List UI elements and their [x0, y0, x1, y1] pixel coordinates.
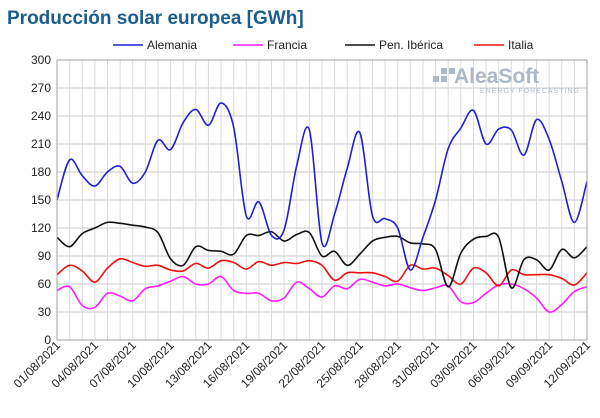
y-axis: 0 30 60 90 120 150 180 210 240 270 300 [31, 53, 51, 347]
logo-square [449, 68, 455, 74]
brand-name: AleaSoft [454, 65, 539, 88]
legend-label: Alemania [147, 38, 197, 52]
series-line-italia [56, 257, 588, 287]
y-tick-label: 210 [31, 137, 51, 151]
series-line-pen-ib-rica [56, 221, 588, 289]
chart-title: Producción solar europea [GWh] [7, 8, 304, 29]
x-axis: 01/08/202104/08/202107/08/202110/08/2021… [11, 338, 594, 391]
legend: Alemania Francia Pen. Ibérica Italia [113, 38, 534, 52]
y-tick-label: 90 [38, 249, 52, 263]
y-tick-label: 240 [31, 109, 51, 123]
logo-square [441, 76, 447, 82]
plot-frame [56, 59, 588, 341]
y-tick-label: 270 [31, 81, 51, 95]
logo-square [441, 68, 447, 74]
y-tick-label: 180 [31, 165, 51, 179]
brand-logo: AleaSoft ENERGY FORECASTING [433, 65, 580, 95]
logo-icon [433, 68, 455, 82]
series-line-alemania [56, 102, 588, 271]
y-tick-label: 150 [31, 193, 51, 207]
legend-label: Pen. Ibérica [379, 38, 443, 52]
legend-label: Francia [267, 38, 307, 52]
legend-label: Italia [508, 38, 534, 52]
y-tick-label: 60 [38, 277, 52, 291]
grid [56, 59, 588, 341]
series-line-francia [56, 275, 588, 313]
y-tick-label: 30 [38, 305, 52, 319]
y-tick-label: 120 [31, 221, 51, 235]
brand-subtitle: ENERGY FORECASTING [480, 88, 580, 95]
series-layer [56, 102, 588, 313]
logo-square [433, 76, 439, 82]
y-tick-label: 0 [44, 333, 51, 347]
y-tick-label: 300 [31, 53, 51, 67]
